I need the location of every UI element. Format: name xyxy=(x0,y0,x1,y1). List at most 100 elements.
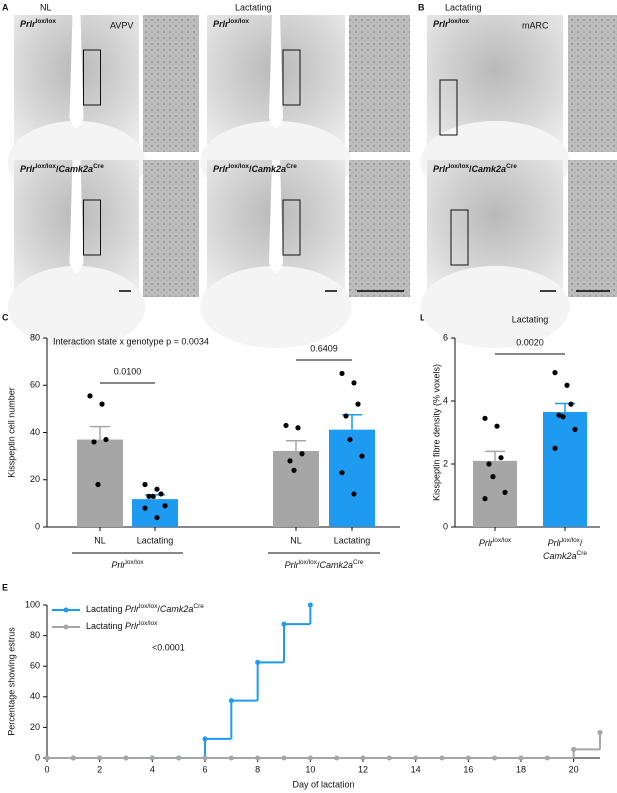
micrograph-zoom-texture xyxy=(568,15,617,152)
genotype-label: Prlrlox/lox/Camk2aCre xyxy=(285,559,364,571)
column-header: Lactating xyxy=(445,2,482,12)
micrograph-zoom-texture xyxy=(349,15,410,152)
micrograph-ventricle xyxy=(69,160,84,274)
data-point xyxy=(295,425,301,431)
data-point xyxy=(343,413,349,419)
genotype-label: Prlrlox/lox xyxy=(479,537,512,549)
chart-title: Lactating xyxy=(512,314,549,324)
legend-name: Lactating xyxy=(86,621,123,631)
marker xyxy=(255,755,261,761)
superscript: lox/lox xyxy=(229,163,250,170)
genotype-name: Prlr xyxy=(213,164,229,174)
genotype-name: Prlr xyxy=(111,560,126,570)
superscript: lox/lox xyxy=(299,559,318,566)
genotype-name: Prlr xyxy=(125,604,140,614)
y-tick-label: 20 xyxy=(30,474,40,484)
marker xyxy=(307,602,313,608)
data-point xyxy=(339,370,345,377)
data-point xyxy=(142,481,148,488)
marker xyxy=(176,755,182,761)
x-tick-label: Lactating xyxy=(334,535,371,545)
data-point xyxy=(568,401,574,407)
micrograph-zoom-texture xyxy=(349,160,410,297)
data-point xyxy=(351,491,357,497)
panel-label: B xyxy=(418,2,425,12)
data-point xyxy=(142,505,148,511)
y-tick-label: 4 xyxy=(443,395,448,405)
y-axis-label: Percentage showing estrus xyxy=(6,627,16,736)
superscript: lox/lox xyxy=(449,18,470,25)
genotype-label: Prlrlox/lox/Camk2aCre xyxy=(20,163,104,175)
genotype-name: Prlr xyxy=(20,164,36,174)
micrograph-chiasm xyxy=(200,265,352,349)
micrograph-zoom-texture xyxy=(568,160,617,297)
superscript: Cre xyxy=(93,163,104,170)
genotype-label: Prlrlox/lox xyxy=(111,559,144,571)
data-point xyxy=(339,470,345,476)
x-tick-label: 10 xyxy=(305,764,315,774)
data-point xyxy=(283,422,289,429)
y-tick-label: 60 xyxy=(30,661,40,671)
genotype-name: / xyxy=(469,164,472,174)
micrograph-ventricle xyxy=(269,160,283,274)
data-point xyxy=(347,436,353,443)
genotype-name: / xyxy=(56,164,59,174)
bar xyxy=(273,450,319,527)
inset-box xyxy=(83,49,101,106)
x-tick-label: 14 xyxy=(411,764,421,774)
genotype-name: Prlr xyxy=(479,538,494,548)
inset-box xyxy=(282,49,301,106)
region-label: AVPV xyxy=(110,20,133,30)
superscript: Cre xyxy=(286,163,297,170)
genotype-name: / xyxy=(317,560,320,570)
genotype-label: Prlrlox/lox xyxy=(213,18,249,30)
x-tick-label: 20 xyxy=(569,764,579,774)
data-point xyxy=(494,423,500,429)
data-point xyxy=(556,412,562,418)
y-axis-label: Kisspeptin fibre density (% voxels) xyxy=(431,364,441,501)
genotype-label: Prlrlox/lox/ xyxy=(548,537,583,549)
x-tick-label: 12 xyxy=(358,764,368,774)
data-point xyxy=(482,415,488,421)
genotype-name: Camk2a xyxy=(252,164,287,174)
micrograph-chiasm xyxy=(7,265,146,349)
data-point xyxy=(552,445,558,451)
marker xyxy=(334,755,340,761)
marker xyxy=(202,755,208,761)
annotation: Interaction state x genotype p = 0.0034 xyxy=(53,336,209,346)
data-point xyxy=(99,401,105,407)
data-point xyxy=(552,370,558,376)
superscript: Cre xyxy=(353,559,364,566)
bar xyxy=(132,499,178,527)
data-point xyxy=(482,496,488,502)
marker xyxy=(123,755,129,761)
marker xyxy=(281,755,287,761)
marker xyxy=(492,755,498,761)
inset-box xyxy=(83,199,101,256)
data-point xyxy=(154,486,160,492)
superscript: lox/lox xyxy=(139,603,158,610)
y-tick-label: 80 xyxy=(30,332,40,342)
column-header: Lactating xyxy=(235,2,272,12)
genotype-label: Prlrlox/lox xyxy=(433,18,469,30)
y-tick-label: 100 xyxy=(25,599,40,609)
data-point xyxy=(564,382,570,388)
data-point xyxy=(355,401,361,407)
genotype-label: Camk2aCre xyxy=(543,550,587,562)
genotype-name: / xyxy=(580,538,583,548)
data-point xyxy=(486,461,492,467)
data-point xyxy=(498,455,504,461)
x-tick-label: 4 xyxy=(150,764,155,774)
data-point xyxy=(154,514,160,521)
column-header: NL xyxy=(40,2,52,12)
marker xyxy=(255,659,261,665)
superscript: lox/lox xyxy=(36,18,57,25)
marker xyxy=(571,746,577,752)
region-label: mARC xyxy=(522,20,549,30)
marker xyxy=(439,755,445,761)
bar xyxy=(329,429,375,527)
marker xyxy=(228,698,234,704)
genotype-name: Prlr xyxy=(433,19,449,29)
p-value: 0.0020 xyxy=(516,337,544,347)
